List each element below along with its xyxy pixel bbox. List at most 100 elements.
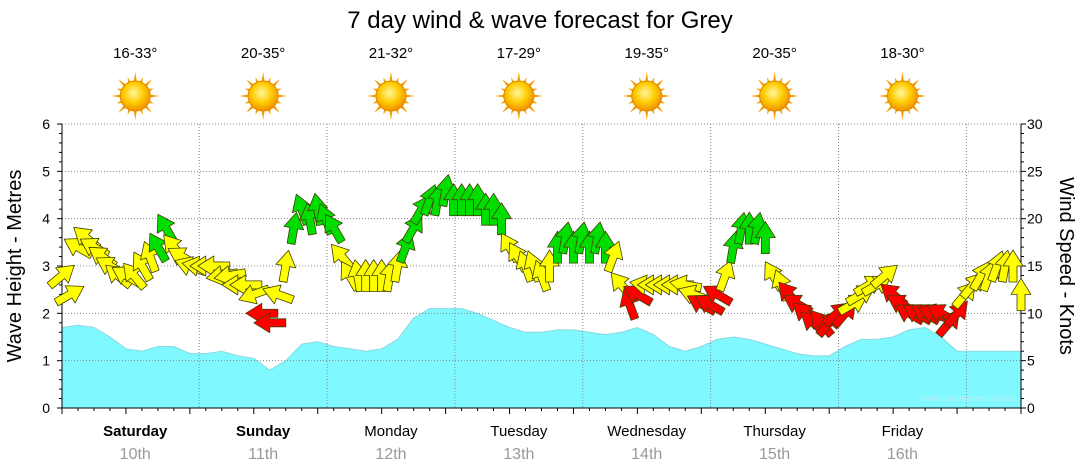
- wind-arrow-shape: [491, 202, 512, 236]
- wind-arrow: [275, 249, 297, 283]
- wind-arrow-shape: [695, 294, 726, 316]
- sun-disc: [631, 80, 663, 112]
- sun-ray: [277, 94, 288, 98]
- wind-arrow: [715, 260, 736, 293]
- wind-arrow-shape: [943, 300, 968, 329]
- wind-arrow-shape: [869, 264, 898, 290]
- day-date: 12th: [375, 446, 406, 463]
- sun-ray: [645, 72, 649, 83]
- sun-ray: [239, 94, 250, 98]
- x-axis-labels: Saturday 10th Sunday 11th Monday 12th Tuesday 1…: [103, 423, 924, 463]
- day-temperature: 20-35°: [752, 45, 796, 62]
- sun-disc: [759, 80, 791, 112]
- sun-ray: [133, 72, 137, 83]
- y-right-tick-label: 5: [1027, 353, 1035, 369]
- y-right-tick-label: 30: [1027, 116, 1043, 132]
- wind-arrows: [46, 174, 1032, 339]
- wind-arrow: [262, 284, 295, 305]
- sun-ray: [261, 109, 265, 120]
- sun-ray: [133, 109, 137, 120]
- wind-arrow: [587, 221, 608, 255]
- day-date: 16th: [887, 446, 918, 463]
- wind-arrow: [623, 285, 654, 307]
- wind-arrow: [123, 262, 148, 291]
- wind-arrow: [555, 221, 576, 255]
- wind-arrow: [148, 232, 170, 264]
- wind-arrow-shape: [324, 213, 346, 245]
- day-temperature: 18-30°: [880, 45, 924, 62]
- sun-ray: [517, 109, 521, 120]
- wind-arrow-shape: [435, 174, 456, 208]
- y-left-tick-label: 5: [42, 163, 50, 179]
- wind-arrow-shape: [238, 284, 271, 305]
- sun-disc: [503, 80, 535, 112]
- sun-ray: [645, 109, 649, 120]
- day-temperature: 16-33°: [113, 45, 157, 62]
- wind-arrow: [1002, 249, 1024, 283]
- day-temperature: 20-35°: [241, 45, 285, 62]
- wind-arrow: [253, 312, 287, 334]
- wind-arrow: [238, 284, 271, 305]
- sun-ray: [900, 109, 905, 120]
- wind-arrow-shape: [703, 285, 734, 307]
- sun-ray: [750, 94, 761, 98]
- y-right-tick-label: 0: [1027, 400, 1035, 416]
- day-name: Sunday: [236, 423, 291, 440]
- y-left-tick-label: 4: [42, 211, 50, 227]
- sun-ray: [261, 72, 265, 83]
- wind-arrow: [229, 274, 263, 296]
- wind-arrow: [754, 221, 776, 255]
- y-axis-right-title: Wind Speed - Knots: [1055, 177, 1077, 355]
- wind-arrow-shape: [587, 221, 608, 255]
- wind-arrow-shape: [253, 312, 287, 334]
- wind-arrow: [435, 174, 456, 208]
- wind-arrow-shape: [148, 232, 170, 264]
- sun-ray: [389, 109, 393, 120]
- sun-disc: [119, 80, 151, 112]
- sun-ray: [772, 72, 777, 83]
- watermark: www.seabreeze.com.au: [919, 393, 1016, 403]
- sun-disc: [375, 80, 407, 112]
- day-temperature: 21-32°: [369, 45, 413, 62]
- day-name: Tuesday: [490, 423, 547, 440]
- sun-ray: [772, 109, 777, 120]
- sun-ray: [788, 94, 799, 98]
- day-name: Saturday: [103, 423, 168, 440]
- wind-arrow-shape: [555, 221, 576, 255]
- sun-ray: [111, 94, 122, 98]
- wind-arrow: [571, 221, 592, 255]
- day-headers: 16-33° 20-35° 21-32° 17-29° 19-35° 20-35° 18-3…: [111, 45, 927, 120]
- wind-arrow: [491, 202, 512, 236]
- y-right-tick-label: 10: [1027, 305, 1043, 321]
- sun-icon: [111, 72, 160, 120]
- day-name: Friday: [882, 423, 924, 440]
- day-temperature: 19-35°: [625, 45, 669, 62]
- sun-icon: [366, 72, 415, 120]
- wind-arrow: [46, 264, 75, 290]
- wind-arrow: [943, 300, 968, 329]
- wind-arrow: [869, 264, 898, 290]
- y-left-tick-label: 3: [42, 258, 50, 274]
- sun-ray: [366, 94, 378, 98]
- wind-arrow-shape: [603, 241, 624, 274]
- axes: 0 1 2 3 4 5 6 0 5 10 15 20 25 30: [42, 116, 1043, 416]
- wind-arrow: [156, 213, 178, 245]
- wind-arrow-shape: [123, 262, 148, 291]
- sun-ray: [149, 94, 160, 98]
- y-right-tick-label: 25: [1027, 163, 1043, 179]
- wind-arrow-shape: [747, 211, 768, 245]
- y-left-tick-label: 2: [42, 305, 50, 321]
- sun-icon: [622, 72, 671, 120]
- wind-arrow: [603, 241, 624, 274]
- wind-arrow-shape: [1002, 249, 1024, 283]
- sun-ray: [389, 72, 393, 83]
- sun-ray: [532, 94, 543, 98]
- sun-disc: [886, 80, 918, 112]
- y-left-tick-label: 1: [42, 353, 50, 369]
- y-left-tick-label: 0: [42, 400, 50, 416]
- wind-arrow: [747, 211, 768, 245]
- y-right-tick-label: 15: [1027, 258, 1043, 274]
- chart-title: 7 day wind & wave forecast for Grey: [347, 7, 733, 34]
- day-name: Monday: [364, 423, 418, 440]
- wave-height-area: [61, 308, 1022, 409]
